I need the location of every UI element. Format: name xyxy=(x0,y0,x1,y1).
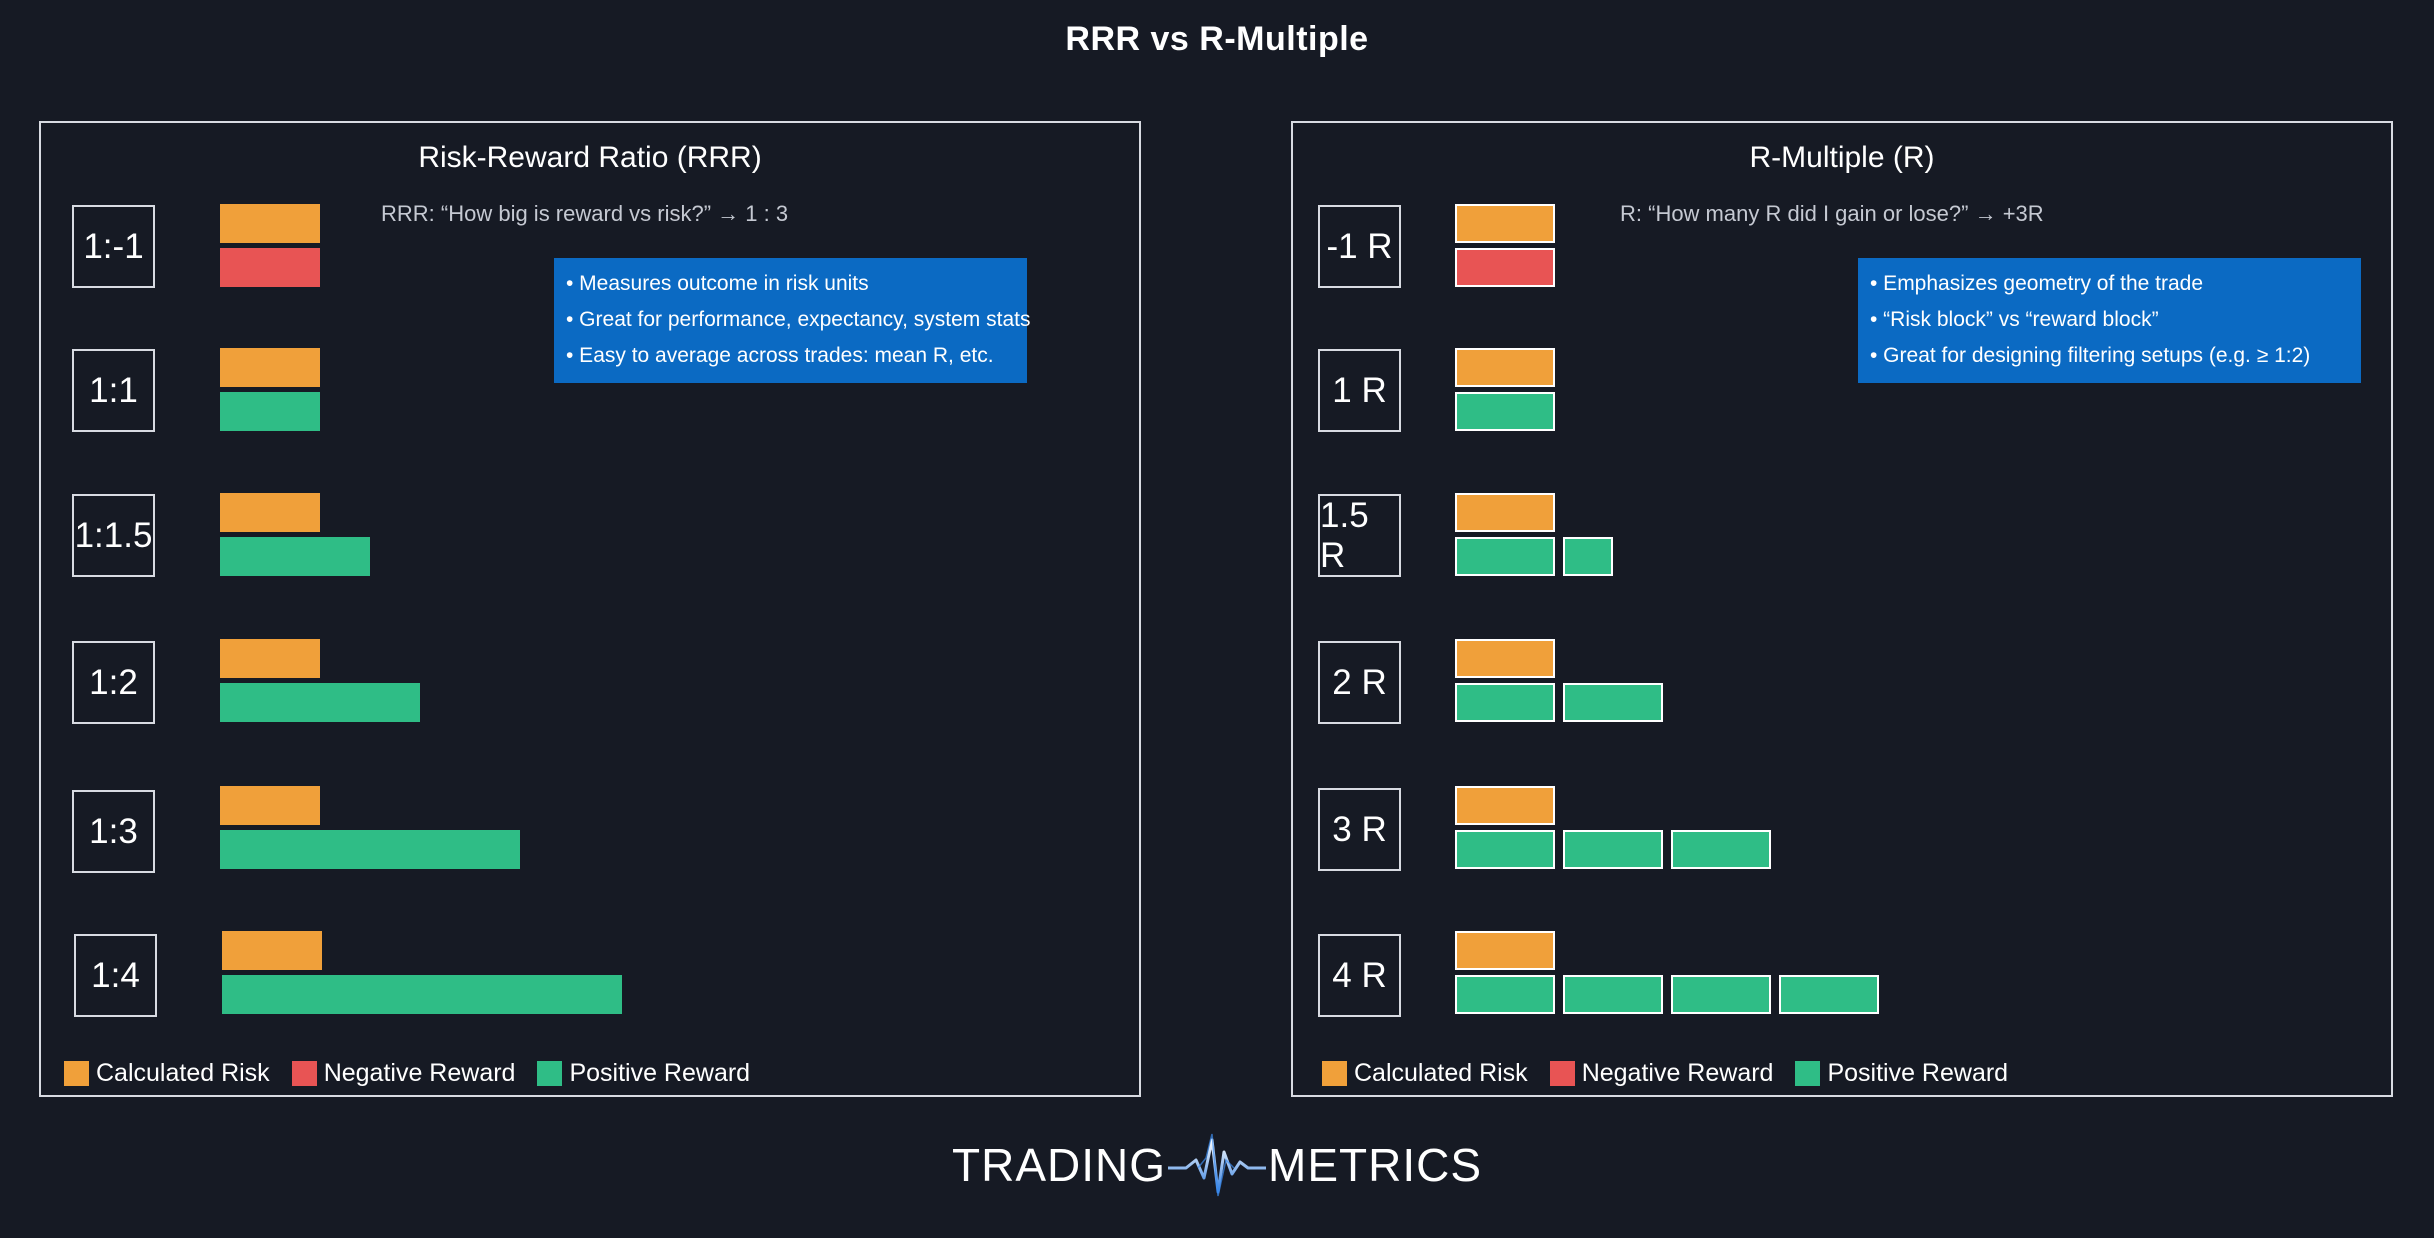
r-risk-block xyxy=(1455,639,1555,678)
rrr-info-line: • Measures outcome in risk units xyxy=(566,272,869,295)
legend-swatch-negative xyxy=(291,1061,317,1086)
r-positive-reward-block xyxy=(1563,975,1663,1014)
r-multiple-row-label: 1.5 R xyxy=(1318,494,1401,577)
waveform-icon xyxy=(1168,1133,1266,1197)
brand-text-left: TRADING xyxy=(952,1139,1166,1191)
legend-label: Calculated Risk xyxy=(1354,1059,1528,1087)
brand-logo: TRADING METRICS xyxy=(0,1130,2434,1200)
r-positive-reward-block xyxy=(1563,537,1613,576)
rrr-info-box: • Measures outcome in risk units • Great… xyxy=(554,258,1031,383)
rrr-row-label: 1:-1 xyxy=(72,205,155,288)
rrr-row-label: 1:4 xyxy=(74,934,157,1017)
rrr-positive-reward-bar xyxy=(220,392,320,431)
r-risk-block xyxy=(1455,786,1555,825)
rrr-risk-bar xyxy=(220,786,320,825)
rrr-risk-bar xyxy=(220,348,320,387)
rrr-panel: Risk-Reward Ratio (RRR) RRR: “How big is… xyxy=(39,121,1141,1097)
legend-item-risk: Calculated Risk xyxy=(64,1059,270,1088)
rrr-subtitle: RRR: “How big is reward vs risk?” → 1 : … xyxy=(381,201,789,226)
r-multiple-row-label: 4 R xyxy=(1318,934,1401,1017)
legend-item-positive: Positive Reward xyxy=(537,1059,750,1088)
r-positive-reward-block xyxy=(1563,830,1663,869)
legend-label: Positive Reward xyxy=(569,1059,751,1087)
r-multiple-panel: R-Multiple (R) R: “How many R did I gain… xyxy=(1291,121,2393,1097)
legend-item-negative: Negative Reward xyxy=(291,1059,516,1088)
rrr-info-line: • Great for performance, expectancy, sys… xyxy=(566,308,1031,331)
legend-swatch-positive xyxy=(537,1061,563,1086)
r-risk-block xyxy=(1455,493,1555,532)
rrr-info-line: • Easy to average across trades: mean R,… xyxy=(566,344,994,367)
rrr-positive-reward-bar xyxy=(220,830,520,869)
r-positive-reward-block xyxy=(1779,975,1879,1014)
r-multiple-info-line: • Emphasizes geometry of the trade xyxy=(1870,272,2204,295)
r-positive-reward-block xyxy=(1455,830,1555,869)
legend-item-risk: Calculated Risk xyxy=(1322,1059,1528,1088)
legend-swatch-risk xyxy=(1322,1061,1347,1086)
rrr-row-label: 1:1 xyxy=(72,349,155,432)
rrr-positive-reward-bar xyxy=(222,975,622,1014)
rrr-negative-reward-bar xyxy=(220,248,320,287)
r-multiple-row-label: -1 R xyxy=(1318,205,1401,288)
page-title: RRR vs R-Multiple xyxy=(1065,20,1369,58)
rrr-row-label: 1:3 xyxy=(72,790,155,873)
legend-label: Negative Reward xyxy=(1581,1059,1774,1087)
r-positive-reward-block xyxy=(1455,392,1555,431)
r-multiple-row-label: 2 R xyxy=(1318,641,1401,724)
r-risk-block xyxy=(1455,931,1555,970)
legend-label: Negative Reward xyxy=(323,1059,516,1087)
r-positive-reward-block xyxy=(1455,975,1555,1014)
r-positive-reward-block xyxy=(1455,537,1555,576)
rrr-positive-reward-bar xyxy=(220,683,420,722)
rrr-panel-title: Risk-Reward Ratio (RRR) xyxy=(418,141,762,174)
rrr-positive-reward-bar xyxy=(220,537,370,576)
rrr-row-label: 1:2 xyxy=(72,641,155,724)
r-risk-block xyxy=(1455,348,1555,387)
legend-swatch-negative xyxy=(1549,1061,1575,1086)
brand-text-right: METRICS xyxy=(1268,1139,1482,1191)
r-multiple-info-line: • Great for designing filtering setups (… xyxy=(1870,344,2311,367)
r-multiple-panel-title: R-Multiple (R) xyxy=(1749,141,1935,174)
legend-item-positive: Positive Reward xyxy=(1795,1059,2008,1088)
rrr-risk-bar xyxy=(220,639,320,678)
rrr-risk-bar xyxy=(220,204,320,243)
r-multiple-row-label: 3 R xyxy=(1318,788,1401,871)
r-multiple-row-label: 1 R xyxy=(1318,349,1401,432)
rrr-legend: Calculated Risk Negative Reward Positive… xyxy=(64,1059,772,1088)
legend-label: Calculated Risk xyxy=(96,1059,270,1087)
r-negative-reward-block xyxy=(1455,248,1555,287)
r-multiple-info-line: • “Risk block” vs “reward block” xyxy=(1870,308,2159,331)
r-multiple-legend: Calculated Risk Negative Reward Positive… xyxy=(1322,1059,2030,1088)
r-positive-reward-block xyxy=(1563,683,1663,722)
r-multiple-subtitle: R: “How many R did I gain or lose?” → +3… xyxy=(1620,201,2044,226)
r-risk-block xyxy=(1455,204,1555,243)
r-positive-reward-block xyxy=(1671,975,1771,1014)
legend-item-negative: Negative Reward xyxy=(1549,1059,1774,1088)
legend-swatch-positive xyxy=(1795,1061,1821,1086)
rrr-risk-bar xyxy=(222,931,322,970)
r-positive-reward-block xyxy=(1671,830,1771,869)
r-multiple-info-box: • Emphasizes geometry of the trade • “Ri… xyxy=(1858,258,2361,383)
rrr-row-label: 1:1.5 xyxy=(72,494,155,577)
r-positive-reward-block xyxy=(1455,683,1555,722)
legend-swatch-risk xyxy=(64,1061,89,1086)
rrr-risk-bar xyxy=(220,493,320,532)
legend-label: Positive Reward xyxy=(1827,1059,2009,1087)
